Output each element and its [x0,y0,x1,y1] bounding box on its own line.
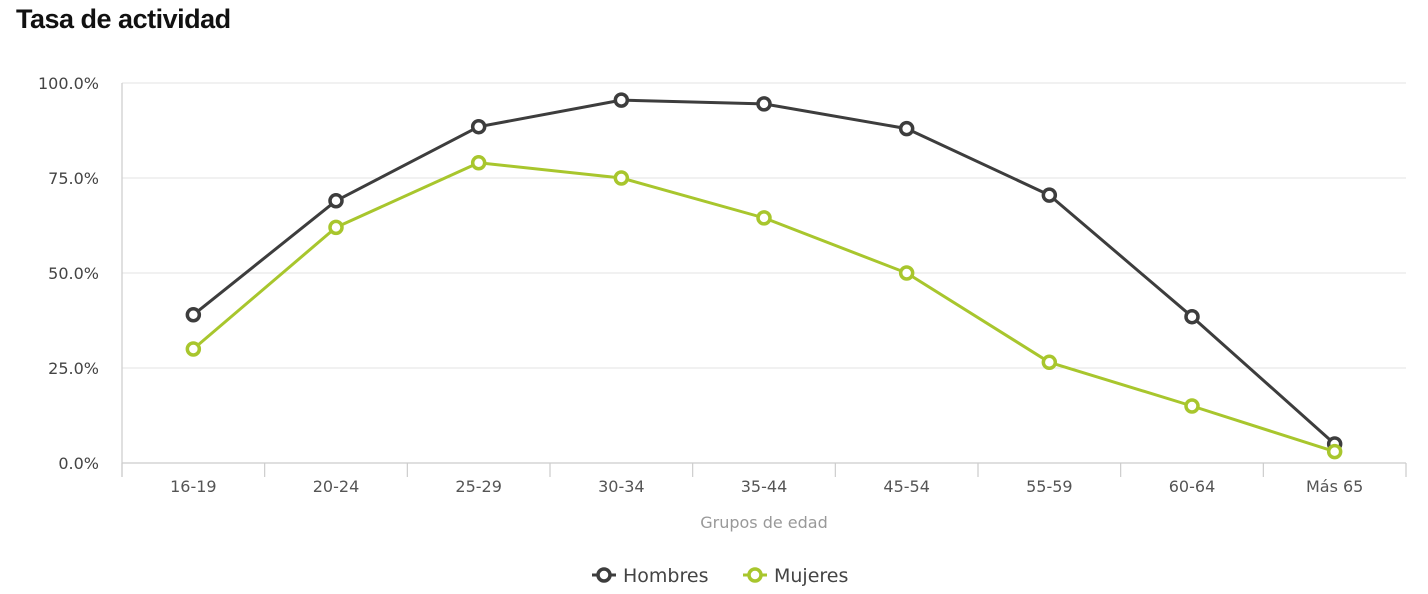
x-tick-label: Más 65 [1306,477,1363,496]
data-point [328,193,344,209]
data-point [756,96,772,112]
legend-marker-icon [596,567,612,583]
series-layer [185,92,1343,460]
grid-lines [122,82,1406,369]
legend-marker-icon [747,567,763,583]
legend[interactable]: Hombres Mujeres [592,565,848,587]
x-tick-label: 20-24 [313,477,360,496]
data-point [1041,354,1058,371]
x-tick-label: 35-44 [741,477,788,496]
data-point [613,92,630,108]
data-point [470,155,487,171]
x-axis-ticks: 16-19 20-24 25-29 30-34 35-44 45-54 55-59 60-64… [170,477,1363,496]
x-tick-label: 60-64 [1169,477,1216,496]
axes [121,83,1407,477]
series-line [192,98,1336,446]
y-tick-label: 100.0% [38,74,99,93]
x-tick-label: 16-19 [170,477,217,496]
data-point [470,118,487,135]
data-point [185,307,202,323]
data-point [1184,398,1200,414]
data-point [898,120,915,137]
y-axis-ticks: 0.0% 25.0% 50.0% 75.0% 100.0% [38,74,99,473]
legend-item-mujeres[interactable]: Mujeres [743,565,848,587]
data-point [756,210,772,226]
legend-label: Mujeres [774,565,848,587]
data-point [1041,187,1058,203]
legend-label: Hombres [623,565,708,587]
data-point [613,170,630,186]
x-tick-label: 45-54 [883,477,930,496]
y-tick-label: 0.0% [58,454,99,473]
series-mujeres [185,155,1343,460]
series-hombres [185,92,1343,452]
y-tick-label: 25.0% [48,359,99,378]
data-point [1184,308,1200,325]
data-point [1326,443,1343,460]
data-point [328,219,344,236]
x-tick-label: 30-34 [598,477,645,496]
x-tick-label: 25-29 [455,477,502,496]
data-point [185,341,202,357]
x-axis-title: Grupos de edad [700,513,828,532]
y-tick-label: 50.0% [48,264,99,283]
data-point [898,265,915,281]
y-tick-label: 75.0% [48,169,99,188]
x-tick-label: 55-59 [1026,477,1073,496]
series-line [192,161,1336,454]
chart-title: Tasa de actividad [16,4,231,34]
legend-item-hombres[interactable]: Hombres [592,565,708,587]
